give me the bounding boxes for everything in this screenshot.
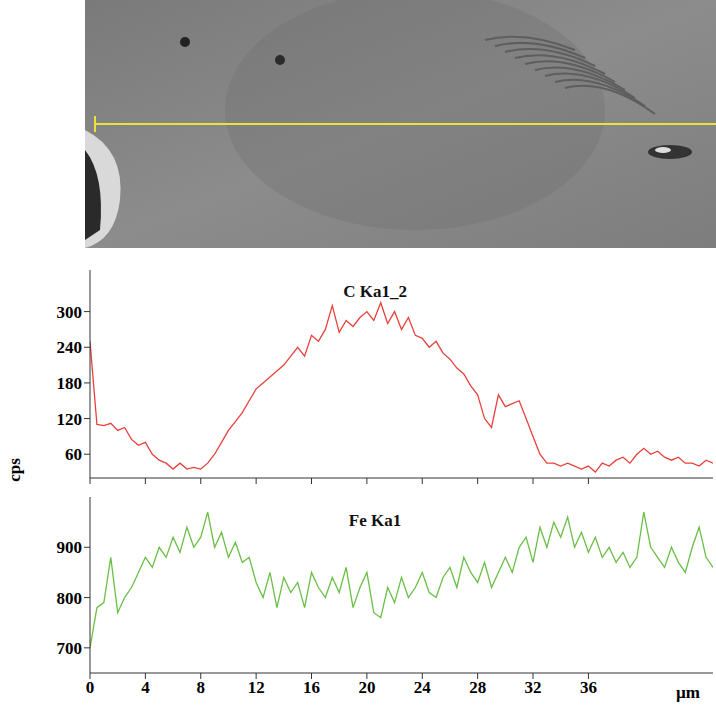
html-text:cps: cps	[5, 458, 24, 482]
svg-text:8: 8	[197, 678, 206, 697]
html-text:Fe Ka1: Fe Ka1	[348, 511, 402, 530]
svg-text:28: 28	[469, 678, 486, 697]
svg-text:16: 16	[303, 678, 320, 697]
svg-text:36: 36	[580, 678, 597, 697]
svg-text:24: 24	[414, 678, 432, 697]
html-text:C Ka1_2: C Ka1_2	[343, 282, 407, 301]
html-text:µm: µm	[676, 683, 700, 702]
svg-text:32: 32	[525, 678, 542, 697]
svg-text:300: 300	[57, 303, 83, 322]
svg-text:0: 0	[86, 678, 95, 697]
svg-text:60: 60	[65, 445, 82, 464]
svg-text:120: 120	[57, 410, 83, 429]
svg-text:20: 20	[358, 678, 375, 697]
svg-text:12: 12	[248, 678, 265, 697]
svg-text:900: 900	[57, 538, 83, 557]
svg-text:240: 240	[57, 338, 83, 357]
svg-text:800: 800	[57, 589, 83, 608]
svg-text:180: 180	[57, 374, 83, 393]
svg-text:4: 4	[141, 678, 150, 697]
svg-text:700: 700	[57, 639, 83, 658]
